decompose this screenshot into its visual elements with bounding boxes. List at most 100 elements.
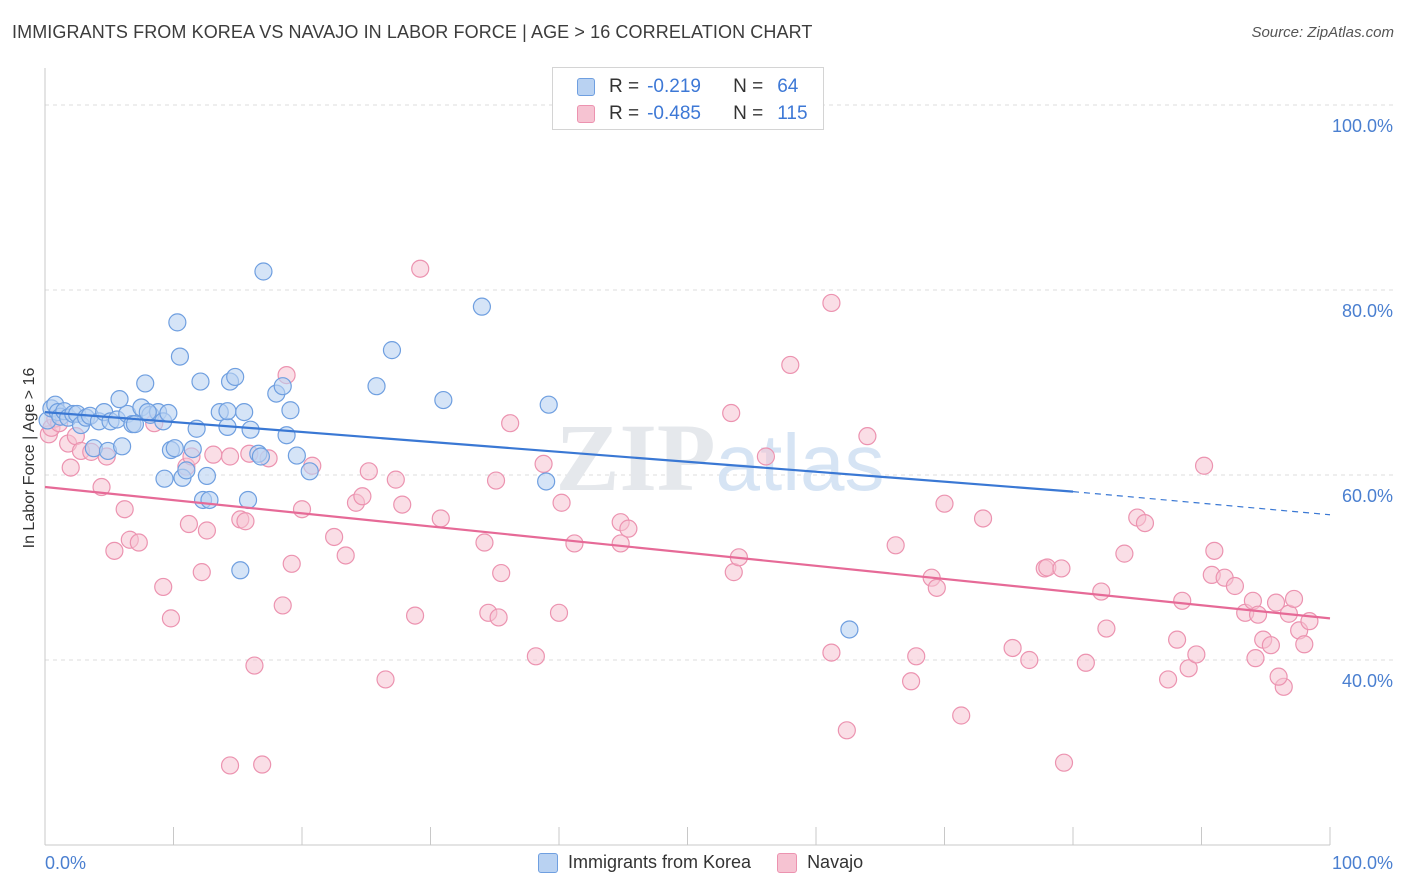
navajo-point bbox=[1076, 653, 1095, 672]
korea-point bbox=[110, 390, 129, 409]
correlation-legend: R = -0.219 N = 64 R = -0.485 N = 115 bbox=[552, 67, 824, 130]
navajo-point bbox=[1020, 650, 1039, 670]
navajo-point bbox=[1187, 645, 1206, 664]
navajo-point bbox=[282, 554, 301, 573]
navajo-point bbox=[619, 519, 638, 538]
navajo-point bbox=[1097, 619, 1116, 638]
korea-point bbox=[226, 367, 245, 387]
korea-point bbox=[218, 402, 237, 421]
korea-point bbox=[367, 377, 386, 396]
navajo-point bbox=[973, 509, 993, 528]
navajo-point bbox=[822, 293, 841, 313]
korea-point bbox=[251, 447, 270, 466]
y-tick-label: 100.0% bbox=[1332, 116, 1393, 136]
source-label: Source: ZipAtlas.com bbox=[1251, 24, 1394, 41]
y-tick-label: 40.0% bbox=[1342, 671, 1393, 691]
watermark-text: ZIPatlas bbox=[555, 404, 884, 511]
navajo-point bbox=[549, 603, 569, 622]
navajo-point bbox=[1269, 667, 1288, 686]
legend-r-label: R = bbox=[609, 76, 640, 97]
watermark: ZIPatlas bbox=[555, 404, 884, 511]
navajo-point bbox=[353, 487, 372, 506]
korea-point bbox=[472, 297, 491, 316]
y-tick-label: 80.0% bbox=[1342, 301, 1393, 321]
navajo-point bbox=[253, 755, 272, 774]
navajo-point bbox=[1003, 638, 1022, 658]
navajo-point bbox=[935, 494, 954, 513]
legend-row-navajo: R = -0.485 N = 115 bbox=[577, 101, 808, 127]
navajo-point bbox=[526, 647, 545, 666]
navajo-point bbox=[273, 596, 292, 615]
navajo-point bbox=[1246, 649, 1265, 668]
navajo-point bbox=[431, 509, 450, 528]
korea-point bbox=[136, 374, 155, 393]
korea-point bbox=[197, 466, 217, 486]
navajo-point bbox=[489, 608, 508, 627]
chart-title: IMMIGRANTS FROM KOREA VS NAVAJO IN LABOR… bbox=[12, 22, 813, 42]
navajo-point bbox=[204, 445, 223, 464]
x-tick-label-left: 0.0% bbox=[45, 853, 86, 873]
navajo-point bbox=[1158, 670, 1178, 689]
korea-point bbox=[183, 440, 202, 459]
navajo-point bbox=[781, 355, 800, 375]
korea-point bbox=[238, 490, 258, 510]
korea-point bbox=[200, 490, 219, 510]
grid bbox=[45, 104, 1395, 661]
navajo-point bbox=[179, 514, 199, 534]
x-tick-label-right: 100.0% bbox=[1332, 853, 1393, 873]
navajo-point bbox=[1052, 559, 1071, 578]
navajo-point bbox=[1179, 659, 1198, 678]
legend-item-korea[interactable]: Immigrants from Korea bbox=[538, 852, 751, 873]
navajo-point bbox=[411, 259, 430, 278]
legend-swatch-korea bbox=[577, 78, 595, 96]
korea-trend-extension bbox=[1072, 491, 1331, 516]
navajo-point bbox=[115, 500, 134, 519]
navajo-point bbox=[1205, 541, 1224, 560]
navajo-point bbox=[192, 563, 211, 582]
navajo-point bbox=[1248, 605, 1268, 624]
navajo-point bbox=[1284, 589, 1304, 609]
y-axis-label: In Labor Force | Age > 16 bbox=[21, 368, 38, 549]
legend-n-label: N = bbox=[733, 76, 764, 97]
navajo-point bbox=[858, 427, 877, 446]
navajo-point bbox=[952, 706, 971, 725]
navajo-point bbox=[927, 578, 946, 597]
navajo-point bbox=[1225, 576, 1245, 596]
navajo-point bbox=[552, 493, 571, 512]
axes bbox=[44, 68, 1331, 846]
navajo-point bbox=[486, 471, 506, 490]
korea-point bbox=[170, 347, 190, 366]
korea-point bbox=[138, 403, 157, 422]
legend-r-value: -0.219 bbox=[647, 76, 701, 97]
navajo-point bbox=[1167, 630, 1187, 649]
korea-point bbox=[231, 561, 250, 580]
navajo-point bbox=[1054, 753, 1074, 772]
navajo-trend-line bbox=[44, 485, 1331, 620]
korea-point bbox=[539, 395, 558, 414]
navajo-point bbox=[534, 454, 553, 473]
legend-swatch-korea bbox=[538, 852, 558, 873]
navajo-point bbox=[161, 609, 181, 628]
navajo-point bbox=[1266, 593, 1286, 612]
navajo-point bbox=[292, 500, 312, 519]
navajo-point bbox=[565, 534, 584, 553]
legend-row-korea: R = -0.219 N = 64 bbox=[577, 74, 798, 100]
navajo-point bbox=[154, 577, 173, 597]
navajo-point bbox=[901, 672, 921, 691]
navajo-point bbox=[359, 462, 378, 481]
korea-point bbox=[382, 341, 402, 360]
navajo-point bbox=[822, 643, 841, 662]
navajo-point bbox=[386, 470, 405, 489]
navajo-point bbox=[220, 756, 240, 775]
navajo-point bbox=[405, 606, 425, 625]
korea-point bbox=[165, 439, 184, 458]
navajo-point bbox=[61, 458, 80, 477]
korea-point bbox=[241, 420, 260, 439]
legend-item-navajo[interactable]: Navajo bbox=[777, 852, 863, 873]
navajo-point bbox=[220, 447, 240, 466]
legend-swatch-navajo bbox=[577, 105, 595, 123]
navajo-point bbox=[236, 512, 255, 531]
navajo-point bbox=[1135, 513, 1155, 533]
navajo-point bbox=[1261, 636, 1280, 655]
navajo-point bbox=[1295, 635, 1314, 654]
